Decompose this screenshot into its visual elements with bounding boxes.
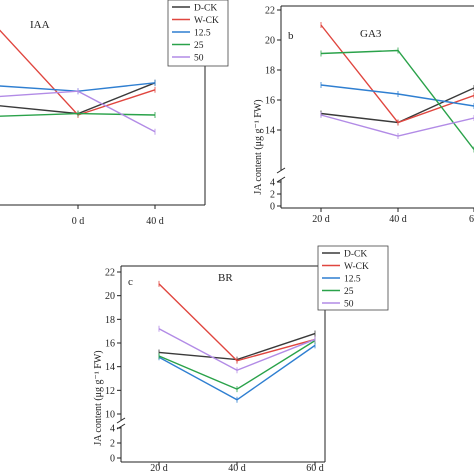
y-tick-label: 0 <box>270 202 275 213</box>
series-group <box>320 22 474 153</box>
y-tick-label: 18 <box>105 315 115 326</box>
x-tick-label: 60 <box>469 214 474 225</box>
y-axis-label: JA content (μg g⁻¹ FW) <box>253 99 264 194</box>
y-tick-label: 4 <box>270 178 275 189</box>
x-tick-label: 20 d <box>150 463 168 474</box>
y-tick-label: 22 <box>105 268 115 279</box>
series-line-d-ck <box>320 87 474 124</box>
y-tick-label: 14 <box>265 126 275 137</box>
series-line-w-ck <box>320 24 474 124</box>
y-tick-label: 16 <box>105 339 115 350</box>
y-tick-label: 20 <box>265 36 275 47</box>
panel-title: BR <box>218 272 233 284</box>
legend-label: 12.5 <box>194 29 211 39</box>
legend-label: D-CK <box>194 4 217 14</box>
legend-label: W-CK <box>194 16 219 26</box>
y-tick-label: 22 <box>265 6 275 17</box>
panel-title: GA3 <box>360 28 382 40</box>
x-tick-label: 60 d <box>306 463 324 474</box>
panel-iaa: 0 d 40 d IAA D-CK W-CK 12.5 25 50 <box>0 0 229 227</box>
series-group <box>158 280 316 403</box>
y-tick-label: 10 <box>105 410 115 421</box>
panel-label: b <box>288 30 294 42</box>
legend-label: W-CK <box>344 262 369 272</box>
y-tick-label: 18 <box>265 66 275 77</box>
legend-label: 25 <box>344 287 354 297</box>
legend-label: 50 <box>194 54 204 64</box>
legend-label: 12.5 <box>344 275 361 285</box>
y-axis-label: JA content (μg g⁻¹ FW) <box>93 350 104 445</box>
axis-break-mark <box>276 176 286 183</box>
series-line-12-5 <box>320 84 474 107</box>
x-tick-label: 40 d <box>228 463 246 474</box>
series-line-25 <box>320 49 474 150</box>
legend: D-CK W-CK 12.5 25 50 <box>167 0 229 67</box>
legend-label: 50 <box>344 300 354 310</box>
x-tick-label: 0 d <box>72 216 85 227</box>
x-tick-label: 40 d <box>389 214 407 225</box>
y-tick-label: 4 <box>110 424 115 435</box>
x-tick-label: 20 d <box>312 214 330 225</box>
y-tick-label: 2 <box>270 190 275 201</box>
series-line-50 <box>158 328 316 371</box>
y-tick-label: 0 <box>110 454 115 465</box>
series-line-12-5 <box>0 82 156 92</box>
legend-label: D-CK <box>344 250 367 260</box>
legend: D-CK W-CK 12.5 25 50 <box>317 245 389 311</box>
series-line-25 <box>158 340 316 390</box>
series-line-w-ck <box>0 29 156 116</box>
legend-label: 25 <box>194 41 204 51</box>
y-tick-label: 14 <box>105 362 115 373</box>
y-tick-label: 16 <box>265 96 275 107</box>
series-line-50 <box>320 114 474 137</box>
y-tick-label: 2 <box>110 439 115 450</box>
x-tick-label: 40 d <box>146 216 164 227</box>
panel-label: c <box>128 276 133 288</box>
legend-box <box>167 0 229 67</box>
y-tick-label: 20 <box>105 291 115 302</box>
axis-break-mark <box>276 167 286 174</box>
series-group <box>0 29 156 135</box>
panel-title: IAA <box>30 19 50 31</box>
y-tick-label: 12 <box>105 386 115 397</box>
axis-break-mark <box>116 417 126 424</box>
